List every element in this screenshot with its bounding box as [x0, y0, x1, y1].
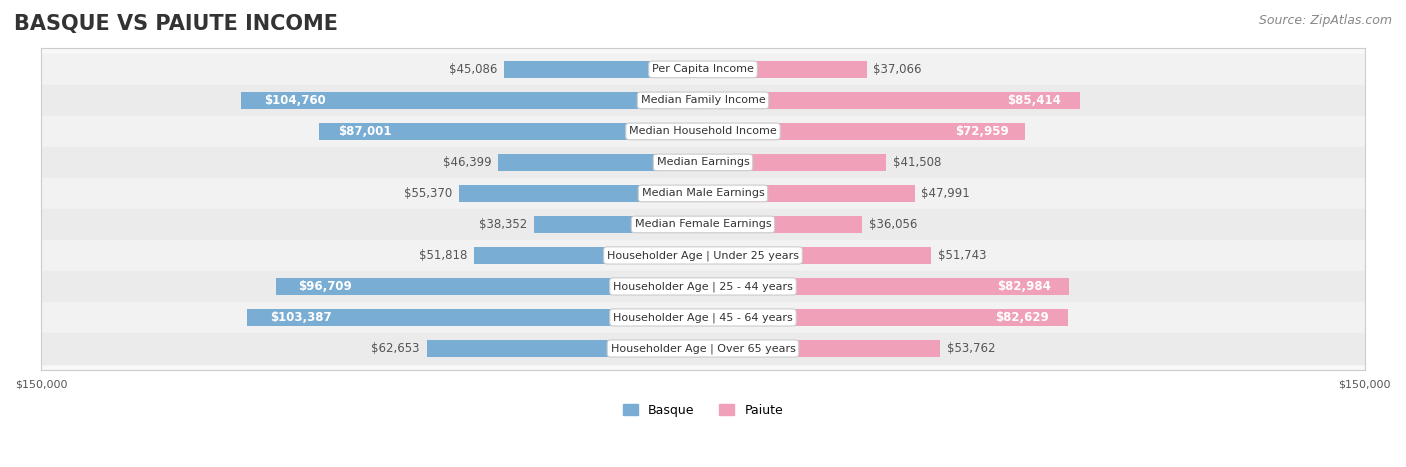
Text: $82,984: $82,984	[997, 280, 1050, 293]
Text: Householder Age | 45 - 64 years: Householder Age | 45 - 64 years	[613, 312, 793, 323]
Text: Median Earnings: Median Earnings	[657, 157, 749, 168]
Text: $51,818: $51,818	[419, 249, 468, 262]
Text: BASQUE VS PAIUTE INCOME: BASQUE VS PAIUTE INCOME	[14, 14, 337, 34]
Text: $72,959: $72,959	[955, 125, 1008, 138]
Text: Householder Age | Over 65 years: Householder Age | Over 65 years	[610, 343, 796, 354]
Text: $51,743: $51,743	[938, 249, 987, 262]
Bar	[703, 278, 1069, 295]
Bar	[703, 123, 1025, 140]
Bar	[703, 216, 862, 233]
Text: Per Capita Income: Per Capita Income	[652, 64, 754, 74]
Text: Median Female Earnings: Median Female Earnings	[634, 219, 772, 229]
Text: $45,086: $45,086	[449, 63, 498, 76]
Bar	[703, 185, 915, 202]
Bar	[534, 216, 703, 233]
Bar	[277, 278, 703, 295]
Text: Median Household Income: Median Household Income	[628, 127, 778, 136]
Bar	[41, 178, 1365, 209]
Bar	[41, 333, 1365, 364]
Text: Median Family Income: Median Family Income	[641, 95, 765, 106]
Bar	[458, 185, 703, 202]
Text: $38,352: $38,352	[479, 218, 527, 231]
Bar	[240, 92, 703, 109]
Bar	[426, 340, 703, 357]
Bar	[319, 123, 703, 140]
Bar	[41, 85, 1365, 116]
Text: $53,762: $53,762	[946, 342, 995, 355]
Bar	[703, 61, 866, 78]
Bar	[41, 147, 1365, 178]
Text: $103,387: $103,387	[270, 311, 332, 324]
Bar	[474, 247, 703, 264]
Text: Source: ZipAtlas.com: Source: ZipAtlas.com	[1258, 14, 1392, 27]
Bar	[505, 61, 703, 78]
Text: $47,991: $47,991	[921, 187, 970, 200]
Bar	[41, 302, 1365, 333]
Bar	[498, 154, 703, 171]
Text: $96,709: $96,709	[298, 280, 352, 293]
Text: $85,414: $85,414	[1007, 94, 1062, 107]
Bar	[703, 154, 886, 171]
Bar	[41, 116, 1365, 147]
Text: $62,653: $62,653	[371, 342, 420, 355]
Text: $82,629: $82,629	[995, 311, 1049, 324]
Bar	[703, 247, 931, 264]
Bar	[41, 54, 1365, 85]
Text: $87,001: $87,001	[339, 125, 392, 138]
Bar	[41, 240, 1365, 271]
Text: $41,508: $41,508	[893, 156, 941, 169]
Bar	[41, 209, 1365, 240]
Text: $104,760: $104,760	[264, 94, 326, 107]
Bar	[703, 309, 1067, 326]
Bar	[41, 271, 1365, 302]
Bar	[703, 92, 1080, 109]
Text: $36,056: $36,056	[869, 218, 917, 231]
Bar	[703, 340, 941, 357]
Text: $55,370: $55,370	[404, 187, 453, 200]
Bar	[247, 309, 703, 326]
Text: Householder Age | Under 25 years: Householder Age | Under 25 years	[607, 250, 799, 261]
Text: Median Male Earnings: Median Male Earnings	[641, 188, 765, 198]
Text: $37,066: $37,066	[873, 63, 922, 76]
Legend: Basque, Paiute: Basque, Paiute	[617, 399, 789, 422]
Text: $46,399: $46,399	[443, 156, 492, 169]
Text: Householder Age | 25 - 44 years: Householder Age | 25 - 44 years	[613, 281, 793, 292]
